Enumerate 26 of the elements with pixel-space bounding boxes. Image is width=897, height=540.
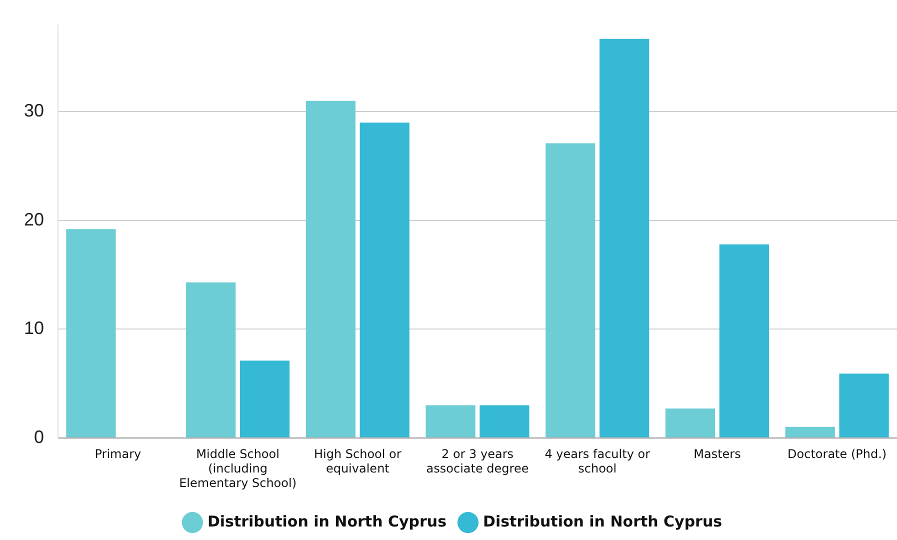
y-tick-label: 20 (24, 209, 44, 230)
bar (785, 426, 835, 438)
bar (426, 405, 476, 438)
bar (306, 100, 356, 438)
bar (66, 229, 116, 438)
bar (719, 244, 769, 438)
y-tick-label: 30 (24, 100, 44, 121)
x-tick-label: 4 years faculty or school (544, 447, 650, 476)
legend-label: Distribution in North Cyprus (483, 512, 722, 530)
y-tick-label: 0 (34, 426, 44, 447)
legend-label: Distribution in North Cyprus (207, 512, 447, 530)
bar (546, 143, 596, 438)
bar (839, 374, 889, 438)
x-tick-label: High School or equivalent (314, 447, 402, 476)
bar (186, 282, 236, 438)
bar (360, 122, 410, 438)
y-tick-label: 10 (24, 318, 44, 338)
bar (600, 38, 650, 438)
x-tick-label: Masters (694, 447, 741, 462)
bar (480, 405, 530, 438)
x-tick-label: Primary (94, 447, 142, 462)
bar (240, 360, 290, 438)
bar (665, 408, 716, 438)
x-tick-label: Middle School (including Elementary School) (179, 447, 297, 490)
x-tick-label: Doctorate (Phd.) (788, 447, 887, 462)
x-tick-label: 2 or 3 years associate degree (426, 447, 529, 476)
